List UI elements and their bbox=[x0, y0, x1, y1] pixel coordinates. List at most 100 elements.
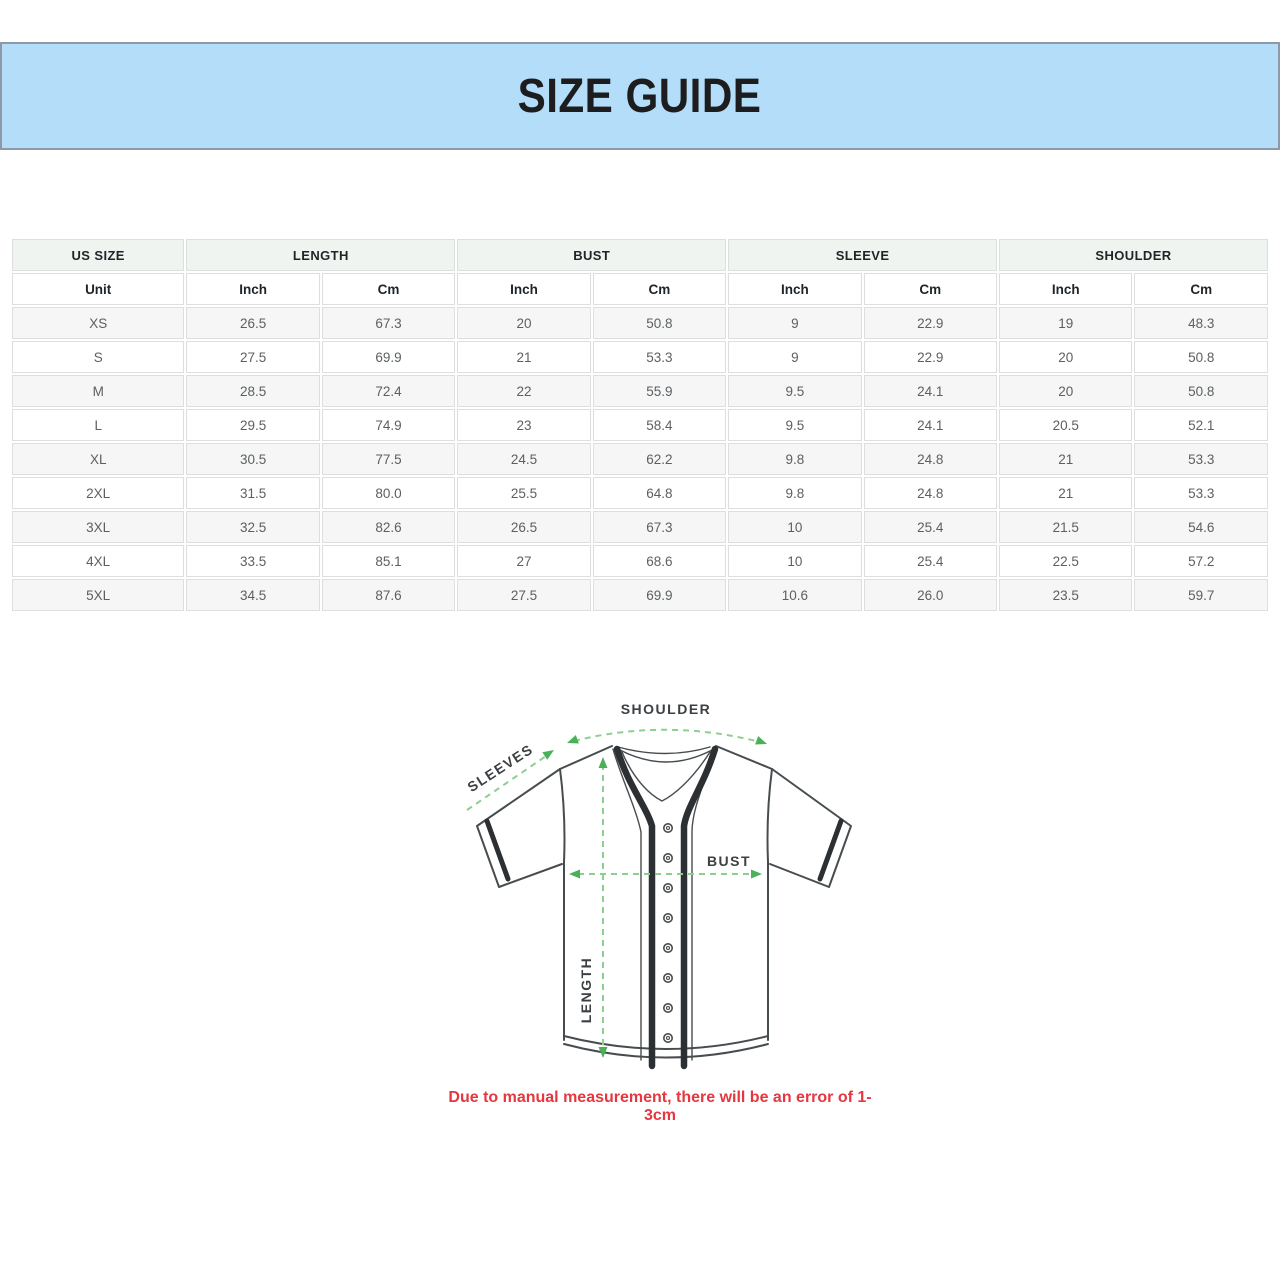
jersey-button-icon bbox=[662, 852, 673, 863]
left-trim-band bbox=[613, 745, 656, 1070]
size-label-cell: M bbox=[12, 375, 185, 407]
jersey-button-hole-icon bbox=[665, 975, 671, 981]
length-arrow-bottom-icon bbox=[598, 1047, 608, 1058]
bust-arrow-right-icon bbox=[751, 869, 762, 879]
left-shoulder-line bbox=[559, 745, 613, 770]
size-value-cell: 53.3 bbox=[1134, 443, 1268, 475]
size-value-cell: 55.9 bbox=[592, 375, 727, 407]
size-value-cell: 21 bbox=[999, 477, 1133, 509]
size-value-cell: 82.6 bbox=[321, 511, 456, 543]
size-label-cell: S bbox=[12, 341, 185, 373]
size-value-cell: 68.6 bbox=[592, 545, 727, 577]
size-value-cell: 22.5 bbox=[999, 545, 1133, 577]
size-value-cell: 19 bbox=[999, 307, 1133, 339]
size-value-cell: 31.5 bbox=[186, 477, 320, 509]
size-value-cell: 30.5 bbox=[186, 443, 320, 475]
col-header-us-size: US SIZE bbox=[12, 239, 185, 271]
size-value-cell: 26.0 bbox=[863, 579, 998, 611]
unit-header: Cm bbox=[863, 273, 998, 305]
size-value-cell: 27.5 bbox=[186, 341, 320, 373]
table-group-header-row: US SIZE LENGTH BUST SLEEVE SHOULDER bbox=[12, 239, 1268, 271]
size-value-cell: 72.4 bbox=[321, 375, 456, 407]
size-value-cell: 48.3 bbox=[1134, 307, 1268, 339]
size-value-cell: 21.5 bbox=[999, 511, 1133, 543]
neck-opening-line bbox=[621, 751, 711, 802]
table-row: 3XL 32.5 82.6 26.5 67.3 10 25.4 21.5 54.6 bbox=[12, 511, 1268, 543]
jersey-button-hole-icon bbox=[665, 855, 671, 861]
size-value-cell: 80.0 bbox=[321, 477, 456, 509]
size-value-cell: 27 bbox=[457, 545, 591, 577]
size-value-cell: 20 bbox=[999, 341, 1133, 373]
size-value-cell: 10 bbox=[728, 545, 862, 577]
size-value-cell: 85.1 bbox=[321, 545, 456, 577]
size-value-cell: 10 bbox=[728, 511, 862, 543]
table-row: XL 30.5 77.5 24.5 62.2 9.8 24.8 21 53.3 bbox=[12, 443, 1268, 475]
col-header-length: LENGTH bbox=[186, 239, 456, 271]
jersey-diagram-svg: SHOULDER SLEEVES BUST LENGTH bbox=[464, 701, 852, 1070]
sleeve-measure-line bbox=[466, 753, 550, 811]
size-value-cell: 9 bbox=[728, 341, 862, 373]
right-sleeve bbox=[769, 768, 852, 888]
size-value-cell: 77.5 bbox=[321, 443, 456, 475]
size-value-cell: 50.8 bbox=[592, 307, 727, 339]
size-value-cell: 54.6 bbox=[1134, 511, 1268, 543]
table-row: M 28.5 72.4 22 55.9 9.5 24.1 20 50.8 bbox=[12, 375, 1268, 407]
size-guide-banner: SIZE GUIDE bbox=[0, 42, 1280, 150]
size-value-cell: 24.8 bbox=[863, 443, 998, 475]
right-trim-band bbox=[680, 745, 719, 1070]
size-label-cell: 5XL bbox=[12, 579, 185, 611]
shoulder-arrow-left-icon bbox=[567, 735, 579, 744]
size-value-cell: 52.1 bbox=[1134, 409, 1268, 441]
jersey-button-hole-icon bbox=[665, 825, 671, 831]
col-header-bust: BUST bbox=[457, 239, 727, 271]
size-value-cell: 24.8 bbox=[863, 477, 998, 509]
unit-header: Inch bbox=[999, 273, 1133, 305]
left-sleeve bbox=[476, 768, 563, 888]
body-left-side bbox=[559, 768, 566, 1041]
col-header-shoulder: SHOULDER bbox=[999, 239, 1268, 271]
size-value-cell: 74.9 bbox=[321, 409, 456, 441]
unit-header: Unit bbox=[12, 273, 185, 305]
bust-label: BUST bbox=[707, 853, 751, 869]
size-value-cell: 22.9 bbox=[863, 341, 998, 373]
size-value-cell: 24.5 bbox=[457, 443, 591, 475]
size-value-cell: 9.5 bbox=[728, 409, 862, 441]
table-row: XS 26.5 67.3 20 50.8 9 22.9 19 48.3 bbox=[12, 307, 1268, 339]
size-value-cell: 29.5 bbox=[186, 409, 320, 441]
shoulder-arrow-right-icon bbox=[755, 736, 767, 745]
unit-header: Cm bbox=[592, 273, 727, 305]
button-column bbox=[662, 822, 673, 1044]
col-header-sleeve: SLEEVE bbox=[728, 239, 998, 271]
table-row: L 29.5 74.9 23 58.4 9.5 24.1 20.5 52.1 bbox=[12, 409, 1268, 441]
unit-header: Cm bbox=[321, 273, 456, 305]
size-value-cell: 25.5 bbox=[457, 477, 591, 509]
size-value-cell: 26.5 bbox=[457, 511, 591, 543]
jersey-trim bbox=[613, 745, 719, 1070]
shoulder-measure-line bbox=[573, 728, 761, 743]
size-value-cell: 58.4 bbox=[592, 409, 727, 441]
right-shoulder-line bbox=[715, 745, 773, 770]
size-value-cell: 57.2 bbox=[1134, 545, 1268, 577]
size-value-cell: 32.5 bbox=[186, 511, 320, 543]
left-cuff-stripe bbox=[484, 818, 511, 882]
size-value-cell: 64.8 bbox=[592, 477, 727, 509]
sleeves-label: SLEEVES bbox=[464, 741, 536, 795]
size-value-cell: 25.4 bbox=[863, 545, 998, 577]
bust-arrow-left-icon bbox=[569, 869, 580, 879]
size-value-cell: 33.5 bbox=[186, 545, 320, 577]
cuff-stripes bbox=[484, 818, 844, 882]
size-value-cell: 87.6 bbox=[321, 579, 456, 611]
unit-header: Inch bbox=[186, 273, 320, 305]
jersey-button-hole-icon bbox=[665, 945, 671, 951]
size-value-cell: 9 bbox=[728, 307, 862, 339]
size-value-cell: 67.3 bbox=[592, 511, 727, 543]
length-label: LENGTH bbox=[578, 957, 594, 1024]
size-value-cell: 59.7 bbox=[1134, 579, 1268, 611]
size-label-cell: 2XL bbox=[12, 477, 185, 509]
size-value-cell: 20 bbox=[457, 307, 591, 339]
table-row: S 27.5 69.9 21 53.3 9 22.9 20 50.8 bbox=[12, 341, 1268, 373]
inner-collar-arc bbox=[619, 749, 713, 763]
jersey-button-hole-icon bbox=[665, 1005, 671, 1011]
size-value-cell: 9.8 bbox=[728, 443, 862, 475]
size-value-cell: 20.5 bbox=[999, 409, 1133, 441]
